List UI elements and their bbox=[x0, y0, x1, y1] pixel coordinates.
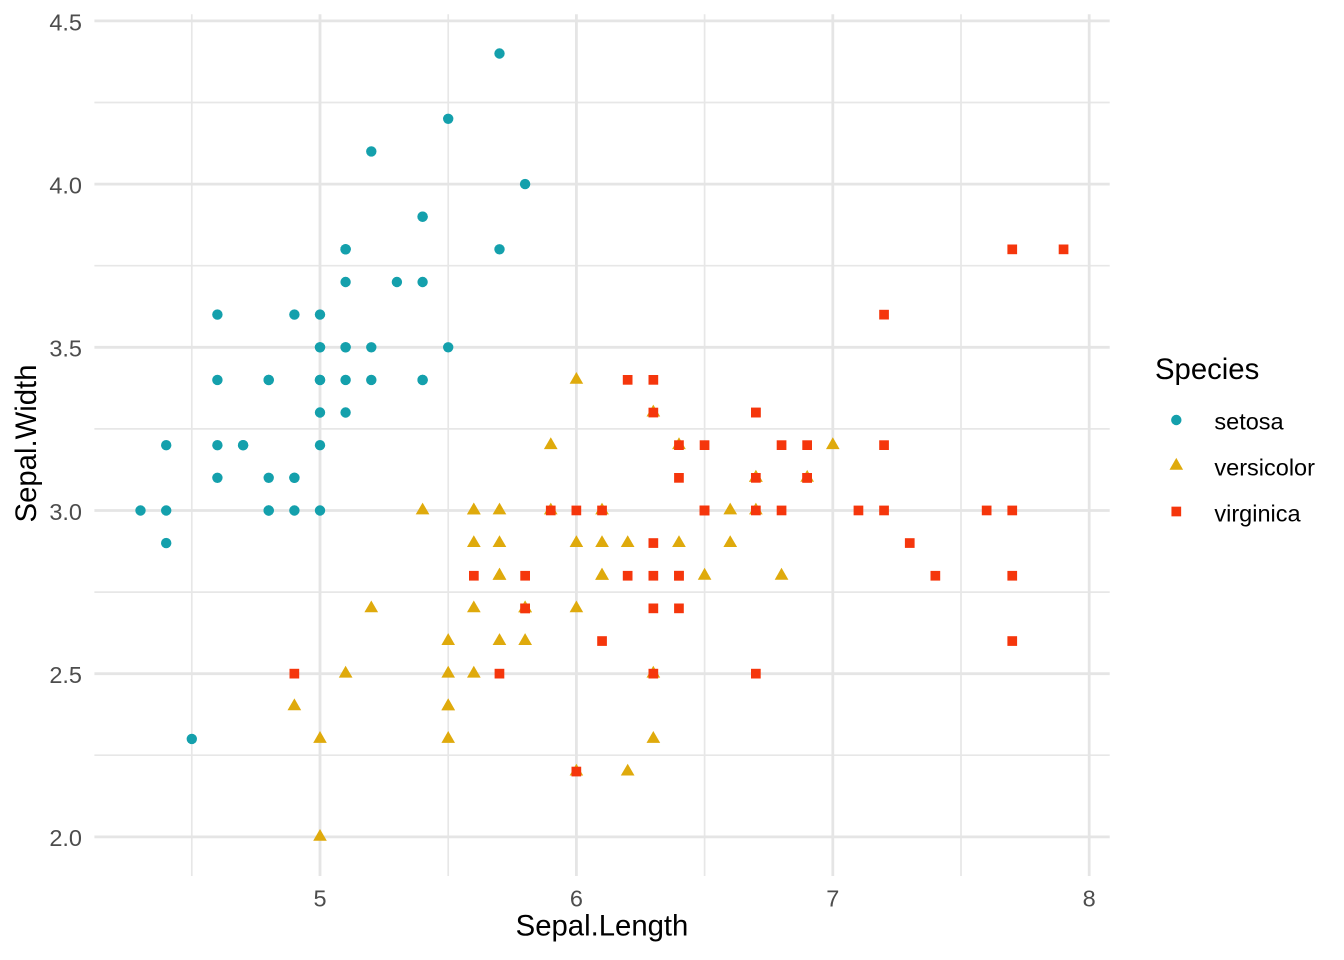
svg-text:versicolor: versicolor bbox=[1214, 455, 1315, 481]
svg-text:virginica: virginica bbox=[1214, 501, 1301, 527]
svg-text:Sepal.Width: Sepal.Width bbox=[10, 365, 43, 523]
svg-text:4.0: 4.0 bbox=[49, 173, 82, 199]
svg-text:7: 7 bbox=[826, 886, 839, 912]
svg-text:4.5: 4.5 bbox=[49, 9, 82, 35]
svg-text:Species: Species bbox=[1155, 353, 1259, 386]
svg-text:2.0: 2.0 bbox=[49, 825, 82, 851]
svg-text:5: 5 bbox=[313, 886, 326, 912]
svg-text:Sepal.Length: Sepal.Length bbox=[516, 910, 689, 943]
svg-text:2.5: 2.5 bbox=[49, 662, 82, 688]
svg-text:3.0: 3.0 bbox=[49, 499, 82, 525]
svg-text:3.5: 3.5 bbox=[49, 336, 82, 362]
svg-text:8: 8 bbox=[1083, 886, 1096, 912]
svg-text:setosa: setosa bbox=[1214, 408, 1284, 434]
svg-text:6: 6 bbox=[570, 886, 583, 912]
